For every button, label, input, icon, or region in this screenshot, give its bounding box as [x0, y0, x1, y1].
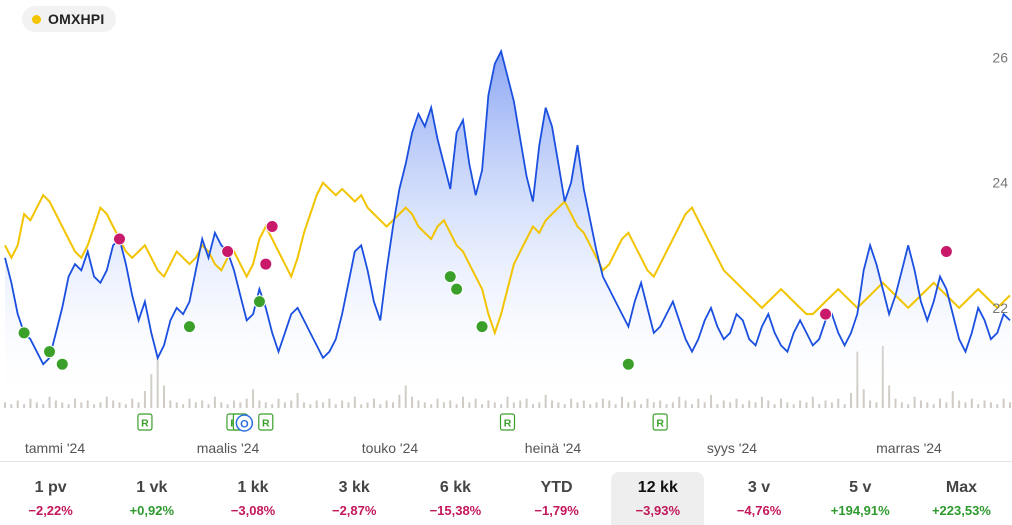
period-tab[interactable]: 3 v −4,76%	[712, 472, 805, 525]
buy-marker[interactable]	[443, 270, 457, 284]
y-axis: 22 24 26	[992, 50, 1008, 316]
sell-marker[interactable]	[221, 245, 235, 259]
buy-marker[interactable]	[621, 357, 635, 371]
event-badge-label: O	[240, 419, 249, 431]
buy-marker[interactable]	[55, 357, 69, 371]
period-label: Max	[945, 479, 977, 496]
series-lines	[4, 48, 1011, 366]
period-change: −15,38%	[429, 503, 482, 518]
legend-color-dot	[32, 14, 41, 24]
sell-marker[interactable]	[259, 257, 273, 271]
x-tick-label: touko '24	[362, 440, 419, 456]
period-tab[interactable]: 6 kk −15,38%	[409, 472, 502, 525]
period-tab[interactable]: Max +223,53%	[915, 472, 1008, 525]
period-tab[interactable]: 1 pv −2,22%	[4, 472, 97, 525]
period-tab[interactable]: 1 vk +0,92%	[105, 472, 198, 525]
legend-label: OMXHPI	[48, 11, 105, 27]
period-tab[interactable]: 12 kk −3,93%	[611, 472, 705, 525]
series-line-price[interactable]	[4, 48, 1011, 366]
event-badge-label: R	[141, 418, 149, 430]
buy-marker[interactable]	[450, 282, 464, 296]
event-badge-report[interactable]	[137, 413, 153, 431]
x-tick-label: tammi '24	[25, 440, 85, 456]
buy-marker[interactable]	[182, 320, 196, 334]
period-tab[interactable]: 1 kk −3,08%	[206, 472, 299, 525]
x-axis: tammi '24 maalis '24 touko '24 heinä '24 syy…	[25, 440, 942, 456]
x-tick-label: marras '24	[876, 440, 942, 456]
y-tick-label: 26	[992, 50, 1008, 66]
trade-markers	[17, 220, 953, 371]
period-change: −4,76%	[736, 503, 782, 518]
divider	[0, 461, 1012, 462]
series-line-omxhpi[interactable]	[4, 181, 1011, 337]
y-tick-label: 24	[992, 175, 1008, 191]
price-area-fill	[5, 51, 1010, 409]
period-label: 1 kk	[237, 479, 269, 496]
event-badge-report[interactable]	[258, 413, 274, 431]
event-badge-report[interactable]	[652, 413, 668, 431]
buy-marker[interactable]	[475, 320, 489, 334]
sell-marker[interactable]	[819, 307, 833, 321]
period-tab[interactable]: 5 v +194,91%	[814, 472, 907, 525]
buy-marker[interactable]	[17, 326, 31, 340]
event-badge-label: R	[656, 418, 664, 430]
period-change: −2,22%	[28, 503, 73, 518]
event-badge-dividend[interactable]	[235, 414, 254, 432]
buy-marker[interactable]	[43, 345, 57, 359]
period-change: +223,53%	[931, 503, 991, 518]
event-badge-report[interactable]	[499, 413, 516, 431]
period-label: 6 kk	[439, 479, 471, 496]
sell-marker[interactable]	[939, 245, 953, 259]
period-label: 1 pv	[34, 479, 67, 496]
period-label: 1 vk	[136, 479, 168, 496]
period-label: 3 kk	[338, 479, 370, 496]
price-area	[5, 51, 1010, 409]
period-tab[interactable]: YTD −1,79%	[510, 472, 603, 525]
period-selector[interactable]: 1 pv −2,22% 1 vk +0,92% 1 kk −3,08% 3 kk −2,87%…	[0, 468, 1012, 525]
y-tick-label: 22	[992, 300, 1008, 316]
period-change: −3,08%	[230, 503, 276, 518]
event-badges: RRORRR	[137, 413, 668, 432]
buy-marker[interactable]	[252, 295, 266, 309]
x-tick-label: syys '24	[707, 440, 757, 456]
period-label: YTD	[540, 479, 573, 496]
sell-marker[interactable]	[112, 232, 126, 246]
event-badge-label: R	[504, 418, 512, 430]
period-tab[interactable]: 3 kk −2,87%	[308, 472, 401, 525]
event-badge-label: R	[262, 418, 270, 430]
x-tick-label: maalis '24	[197, 440, 260, 456]
sell-marker[interactable]	[265, 220, 279, 234]
period-change: +194,91%	[830, 503, 890, 518]
legend-chip[interactable]: OMXHPI	[22, 6, 117, 32]
x-tick-label: heinä '24	[525, 440, 582, 456]
period-change: −1,79%	[534, 503, 579, 518]
period-label: 5 v	[849, 479, 872, 496]
period-change: +0,92%	[129, 503, 175, 518]
period-change: −3,93%	[635, 503, 681, 518]
period-change: −2,87%	[331, 503, 377, 518]
period-label: 3 v	[747, 479, 771, 496]
period-label: 12 kk	[637, 479, 678, 496]
